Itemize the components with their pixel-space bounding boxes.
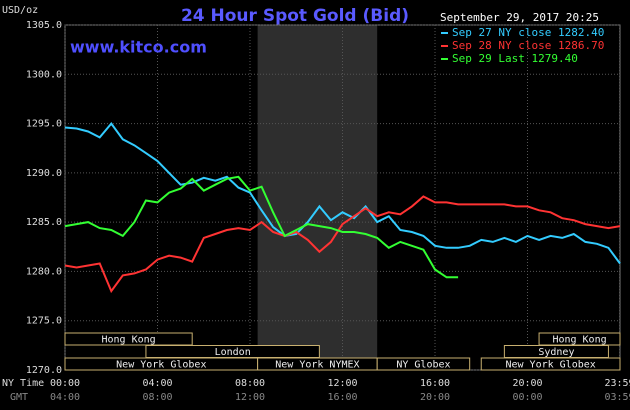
session-label: Hong Kong — [102, 335, 156, 346]
chart-title: 24 Hour Spot Gold (Bid) — [181, 6, 409, 26]
session-box — [480, 357, 621, 371]
gmt-tick-label: 08:00 — [142, 392, 172, 403]
gmt-tick-label: 16:00 — [327, 392, 357, 403]
gmt-tick-label: 04:00 — [50, 392, 80, 403]
legend-label: Sep 28 NY close 1286.70 — [452, 39, 604, 52]
gmt-tick-label: 20:00 — [420, 392, 450, 403]
y-tick-label: 1270.0 — [26, 365, 62, 376]
y-tick-label: 1275.0 — [26, 316, 62, 327]
session-label: London — [215, 347, 251, 358]
x-tick-label: 20:00 — [512, 378, 542, 389]
y-tick-label: 1290.0 — [26, 168, 62, 179]
series-line — [64, 195, 621, 294]
x-tick-label: 23:59 — [604, 378, 630, 389]
session-label: NY Globex — [396, 360, 450, 371]
y-tick-label: 1305.0 — [26, 20, 62, 31]
y-tick-label: 1280.0 — [26, 266, 62, 277]
x-tick-label: 16:00 — [420, 378, 450, 389]
session-label: New York NYMEX — [275, 360, 359, 371]
y-tick-label: 1300.0 — [26, 69, 62, 80]
session-shade — [257, 25, 378, 370]
x-tick-label: 04:00 — [142, 378, 172, 389]
legend-label: Sep 27 NY close 1282.40 — [452, 26, 604, 39]
y-tick-label: 1285.0 — [26, 217, 62, 228]
x-tick-label: 12:00 — [327, 378, 357, 389]
series-line — [64, 175, 459, 279]
gmt-tick-label: 03:59 — [604, 392, 630, 403]
session-box — [64, 332, 193, 346]
session-label: New York Globex — [116, 360, 206, 371]
session-label: Sydney — [538, 347, 574, 358]
gmt-tick-label: 12:00 — [235, 392, 265, 403]
watermark: www.kitco.com — [70, 38, 207, 57]
gmt-tick-label: 00:00 — [512, 392, 542, 403]
series-line — [64, 121, 621, 265]
session-box — [376, 357, 471, 371]
timestamp: September 29, 2017 20:25 — [440, 11, 599, 24]
x-tick-label: 00:00 — [50, 378, 80, 389]
y-tick-label: 1295.0 — [26, 119, 62, 130]
x-axis-label: GMT — [10, 392, 28, 403]
session-label: Hong Kong — [552, 335, 606, 346]
y-axis-label: USD/oz — [2, 5, 38, 16]
x-tick-label: 08:00 — [235, 378, 265, 389]
legend-label: Sep 29 Last 1279.40 — [452, 52, 578, 65]
x-axis-label: NY Time — [2, 378, 44, 389]
session-label: New York Globex — [505, 360, 595, 371]
